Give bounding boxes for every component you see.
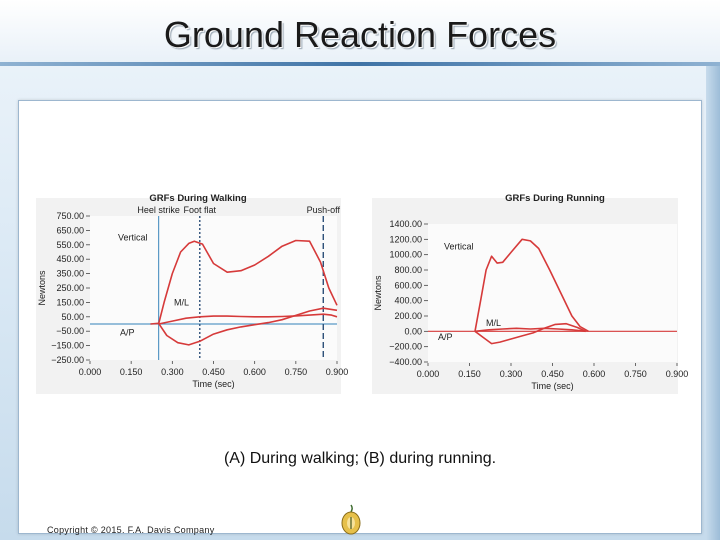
chart-2-x-tick-label: 0.600 — [583, 369, 606, 379]
chart-2-y-tick-label: −400.00 — [389, 357, 422, 367]
chart-1-x-tick-label: 0.300 — [161, 367, 184, 377]
chart-1-series-a-p — [150, 307, 338, 346]
chart-1-x-tick-label: 0.000 — [79, 367, 102, 377]
slide-title: Ground Reaction Forces — [163, 14, 557, 55]
chart-2-y-axis-label: Newtons — [373, 275, 383, 311]
chart-1-event-label-heel-strike: Heel strike — [137, 205, 180, 215]
chart-1-x-tick-label: 0.150 — [120, 367, 143, 377]
chart-1-y-tick-label: −150.00 — [51, 341, 84, 351]
chart-2-series-m-l — [474, 327, 586, 333]
chart-2-plot-area — [428, 224, 677, 362]
chart-2-y-tick-label: 0.00 — [404, 326, 422, 336]
chart-2-x-tick-label: 0.750 — [624, 369, 647, 379]
chart-1-y-tick-label: 450.00 — [56, 254, 84, 264]
chart-1-y-tick-label: 250.00 — [56, 283, 84, 293]
chart-2-x-tick-label: 0.000 — [417, 369, 440, 379]
chart-1-y-axis-label: Newtons — [37, 270, 47, 306]
chart-2-y-tick-label: 1200.00 — [389, 234, 422, 244]
chart-2-series-a-p — [474, 322, 587, 345]
chart-2-x-tick-label: 0.150 — [458, 369, 481, 379]
chart-1-y-tick-label: 550.00 — [56, 240, 84, 250]
chart-2-x-axis-label: Time (sec) — [531, 381, 573, 391]
chart-2-y-tick-label: 1400.00 — [389, 219, 422, 229]
chart-2-title: GRFs During Running — [505, 193, 605, 204]
chart-2-x-tick-label: 0.450 — [541, 369, 564, 379]
chart-1-y-tick-label: 50.00 — [61, 312, 84, 322]
chart-2-x-tick-label: 0.900 — [666, 369, 689, 379]
chart-1-event-label-push-off: Push-off — [307, 205, 341, 215]
chart-1-x-tick-label: 0.450 — [202, 367, 225, 377]
chart-1-x-axis-label: Time (sec) — [192, 379, 234, 389]
title-band — [0, 0, 720, 62]
chart-2-y-tick-label: −200.00 — [389, 342, 422, 352]
chart-1-y-tick-label: 350.00 — [56, 269, 84, 279]
title-accent-line — [0, 62, 720, 66]
figure-caption: (A) During walking; (B) during running. — [223, 450, 497, 467]
side-accent-bar — [706, 66, 720, 540]
copyright-text: Copyright © 2015. F.A. Davis Company — [47, 525, 215, 535]
chart-1-y-tick-label: 750.00 — [56, 211, 84, 221]
chart-1-y-tick-label: −250.00 — [51, 355, 84, 365]
chart-2-y-tick-label: 600.00 — [394, 280, 422, 290]
chart-1-series-vertical — [157, 239, 338, 325]
chart-1-y-tick-label: −50.00 — [56, 326, 84, 336]
chart-1-x-tick-label: 0.600 — [243, 367, 266, 377]
chart-1-x-tick-label: 0.900 — [326, 367, 349, 377]
chart-2-y-tick-label: 400.00 — [394, 296, 422, 306]
chart-1-series-label-a-p: A/P — [120, 328, 135, 338]
chart-2-series-vertical — [474, 238, 589, 332]
chart-1-y-tick-label: 650.00 — [56, 225, 84, 235]
chart-1-y-tick-label: 150.00 — [56, 297, 84, 307]
chart-1-x-tick-label: 0.750 — [285, 367, 308, 377]
chart-2-x-tick-label: 0.300 — [500, 369, 523, 379]
chart-2-series-label-vertical: Vertical — [444, 241, 474, 251]
chart-2-series-label-m-l: M/L — [486, 318, 501, 328]
chart-2-series-label-a-p: A/P — [438, 332, 453, 342]
chart-1-series-label-m-l: M/L — [174, 297, 189, 307]
chart-2-y-tick-label: 1000.00 — [389, 250, 422, 260]
chart-2-y-tick-label: 800.00 — [394, 265, 422, 275]
chart-2-y-tick-label: 200.00 — [394, 311, 422, 321]
chart-1-series-m-l — [158, 313, 338, 325]
chart-1-series-label-vertical: Vertical — [118, 232, 148, 242]
publisher-logo-icon — [341, 504, 361, 535]
chart-1-title: GRFs During Walking — [149, 193, 246, 204]
chart-1-event-label-foot-flat: Foot flat — [184, 205, 217, 215]
